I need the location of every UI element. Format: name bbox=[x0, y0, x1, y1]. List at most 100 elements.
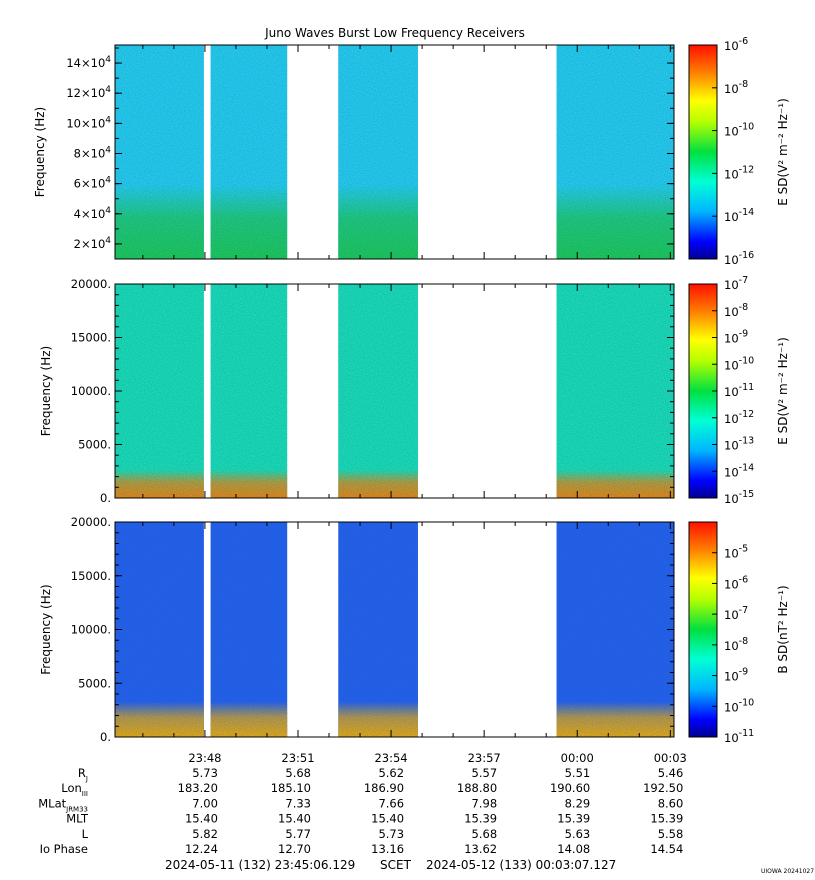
spectrum-texture-4 bbox=[556, 284, 674, 498]
ephemeris-value: 7.98 bbox=[472, 796, 498, 810]
ephemeris-value: 15.39 bbox=[464, 812, 497, 826]
ephemeris-value: 5.46 bbox=[658, 766, 684, 780]
spectrum-texture-3 bbox=[338, 284, 418, 498]
spectrum-texture-2 bbox=[210, 45, 288, 259]
colorbar-frame bbox=[688, 44, 718, 260]
ephemeris-value: 5.77 bbox=[285, 827, 311, 841]
colorbar-label: B SD(nT² Hz⁻¹) bbox=[776, 585, 790, 673]
spectrum-texture-1 bbox=[115, 284, 204, 498]
ephemeris-value: 15.39 bbox=[557, 812, 590, 826]
colorbar-tick-label: 10-10 bbox=[724, 355, 754, 372]
ephemeris-value: 8.29 bbox=[565, 796, 591, 810]
colorbar-tick-label: 10-16 bbox=[724, 250, 754, 267]
ephemeris-value: 14.08 bbox=[557, 842, 590, 856]
credit-label: UIOWA 20241027 bbox=[761, 868, 814, 875]
spectrum-texture-2 bbox=[210, 284, 288, 498]
colorbar-label: E SD(V² m⁻² Hz⁻¹) bbox=[776, 337, 790, 445]
y-tick-label: 4×104 bbox=[74, 206, 112, 221]
ephemeris-value: 5.57 bbox=[472, 766, 498, 780]
ephemeris-value: 5.73 bbox=[378, 827, 404, 841]
y-axis-label: Frequency (Hz) bbox=[33, 107, 47, 198]
ephemeris-value: 13.62 bbox=[464, 842, 497, 856]
x-tick-label: 00:00 bbox=[561, 751, 594, 765]
ephemeris-value: 7.00 bbox=[192, 796, 218, 810]
spectrum-texture-1 bbox=[115, 45, 204, 259]
ephemeris-value: 14.54 bbox=[650, 842, 683, 856]
x-tick-labels: 23:48 23:51 23:54 23:57 00:00 00:03 bbox=[188, 751, 687, 765]
ephemeris-value: 190.60 bbox=[550, 781, 590, 795]
spectrum-texture-4 bbox=[556, 45, 674, 259]
colorbar-tick-label: 10-14 bbox=[724, 207, 754, 224]
ephemeris-row-label: RJ bbox=[78, 766, 88, 783]
ephemeris-value: 185.10 bbox=[271, 781, 311, 795]
colorbar-tick-label: 10-13 bbox=[724, 436, 754, 453]
scet-label: SCET bbox=[380, 858, 412, 872]
spectrogram-panel-1: 2×104 4×104 6×104 8×104 10×104 12×104 14×104 Fr… bbox=[33, 36, 790, 267]
ephemeris-value: 5.73 bbox=[192, 766, 218, 780]
colorbar-tick-label: 10-9 bbox=[724, 667, 748, 684]
ephemeris-value: 186.90 bbox=[364, 781, 404, 795]
chart-title: Juno Waves Burst Low Frequency Receivers bbox=[264, 26, 525, 40]
colorbar-tick-label: 10-7 bbox=[724, 275, 748, 292]
ephemeris-value: 15.39 bbox=[650, 812, 683, 826]
ephemeris-row-label: MLatJRM33 bbox=[38, 796, 88, 813]
ephemeris-value: 183.20 bbox=[178, 781, 218, 795]
spectrum-texture-1 bbox=[115, 522, 204, 737]
colorbar-tick-label: 10-5 bbox=[724, 544, 748, 561]
ephemeris-value: 7.66 bbox=[378, 796, 404, 810]
colorbar-frame bbox=[688, 521, 718, 738]
colorbar-tick-label: 10-8 bbox=[724, 79, 748, 96]
spectrogram-panel-2: 0. 5000. 10000. 15000. 20000. Frequency (Hz) 1… bbox=[39, 275, 790, 506]
colorbar-tick-label: 10-10 bbox=[724, 122, 754, 139]
colorbar-tick-label: 10-6 bbox=[724, 36, 748, 53]
y-axis-label: Frequency (Hz) bbox=[39, 584, 53, 675]
spectrum-texture-3 bbox=[338, 522, 418, 737]
colorbar-gradient bbox=[689, 522, 717, 737]
y-tick-label: 8×104 bbox=[74, 146, 112, 161]
x-tick-label: 23:57 bbox=[468, 751, 501, 765]
ephemeris-value: 5.58 bbox=[658, 827, 684, 841]
ephemeris-row-label: MLT bbox=[66, 812, 89, 826]
y-tick-label: 14×104 bbox=[66, 55, 111, 70]
spectrogram-panel-3: 0. 5000. 10000. 15000. 20000. Frequency (Hz) 1… bbox=[39, 515, 790, 745]
panel-frame bbox=[114, 44, 675, 260]
ephemeris-value: 5.63 bbox=[565, 827, 591, 841]
y-tick-label: 0. bbox=[100, 730, 111, 744]
ephemeris-value: 5.82 bbox=[192, 827, 218, 841]
y-tick-label: 20000. bbox=[71, 277, 111, 291]
y-tick-label: 10×104 bbox=[66, 115, 111, 130]
y-tick-label: 5000. bbox=[78, 438, 111, 452]
colorbar-tick-label: 10-11 bbox=[724, 382, 754, 399]
colorbar-tick-label: 10-12 bbox=[724, 409, 754, 426]
colorbar-label: E SD(V² m⁻² Hz⁻¹) bbox=[776, 98, 790, 206]
y-tick-label: 10000. bbox=[71, 384, 111, 398]
y-tick-label: 20000. bbox=[71, 515, 111, 529]
spectrum-texture-3 bbox=[338, 45, 418, 259]
ephemeris-row-label: LonIII bbox=[61, 781, 88, 798]
spectrum-texture-4 bbox=[556, 522, 674, 737]
ephemeris-value: 15.40 bbox=[185, 812, 218, 826]
ephemeris-row-label: L bbox=[82, 827, 89, 841]
ephemeris-value: 192.50 bbox=[643, 781, 683, 795]
ephemeris-value: 15.40 bbox=[371, 812, 404, 826]
x-tick-label: 23:54 bbox=[374, 751, 407, 765]
ephemeris-value: 188.80 bbox=[457, 781, 497, 795]
colorbar-tick-label: 10-7 bbox=[724, 605, 748, 622]
y-tick-label: 2×104 bbox=[74, 236, 112, 251]
colorbar-tick-label: 10-15 bbox=[724, 489, 754, 506]
colorbar-tick-label: 10-8 bbox=[724, 302, 748, 319]
y-tick-label: 15000. bbox=[71, 331, 111, 345]
spectrum-texture-2 bbox=[210, 522, 288, 737]
ephemeris-table: RJ 5.73 5.68 5.62 5.57 5.51 5.46 LonIII 183.20 18… bbox=[38, 766, 683, 856]
ephemeris-value: 5.51 bbox=[565, 766, 591, 780]
colorbar-tick-label: 10-9 bbox=[724, 329, 748, 346]
y-tick-label: 15000. bbox=[71, 569, 111, 583]
ephemeris-value: 7.33 bbox=[285, 796, 311, 810]
ephemeris-value: 5.62 bbox=[378, 766, 404, 780]
ephemeris-value: 8.60 bbox=[658, 796, 684, 810]
ephemeris-value: 5.68 bbox=[472, 827, 498, 841]
x-tick-label: 00:03 bbox=[654, 751, 687, 765]
x-tick-label: 23:51 bbox=[281, 751, 314, 765]
colorbar-tick-label: 10-12 bbox=[724, 164, 754, 181]
